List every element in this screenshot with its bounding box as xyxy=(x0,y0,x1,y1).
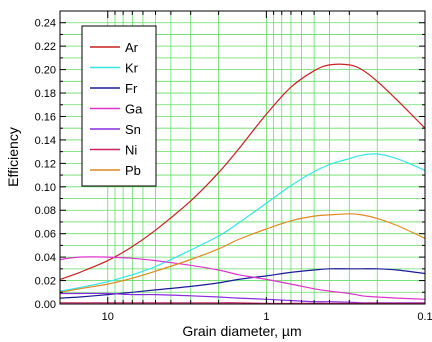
x-tick-label: 1 xyxy=(263,311,269,323)
series-line-pb xyxy=(59,213,426,293)
axis-ticks xyxy=(59,11,426,304)
plot-frame xyxy=(59,10,426,305)
legend-label-pb: Pb xyxy=(125,163,141,178)
legend-box xyxy=(81,25,157,187)
legend-label-ni: Ni xyxy=(125,143,137,158)
y-tick-label: 0.08 xyxy=(35,205,56,217)
y-tick-label: 0.06 xyxy=(35,229,56,241)
y-axis-label: Efficiency xyxy=(5,127,21,187)
y-tick-label: 0.00 xyxy=(35,299,56,311)
series-line-ga xyxy=(59,256,426,300)
x-axis-label: Grain diameter, µm xyxy=(182,323,301,339)
series-line-kr xyxy=(59,153,426,292)
x-tick-label: 10 xyxy=(102,311,114,323)
legend: Ar Kr Fr Ga Sn Ni Pb xyxy=(81,25,157,187)
y-tick-label: 0.18 xyxy=(35,88,56,100)
y-tick-label: 0.22 xyxy=(35,41,56,53)
legend-label-sn: Sn xyxy=(125,122,141,137)
y-tick-label: 0.16 xyxy=(35,111,56,123)
y-tick-label: 0.10 xyxy=(35,182,56,194)
series-line-ar xyxy=(59,63,426,280)
series-lines xyxy=(59,63,426,305)
legend-label-fr: Fr xyxy=(125,81,138,96)
legend-label-ar: Ar xyxy=(125,40,139,55)
series-line-fr xyxy=(59,268,426,299)
y-tick-label: 0.02 xyxy=(35,276,56,288)
y-tick-label: 0.12 xyxy=(35,158,56,170)
x-tick-labels: 10 1 0.1 xyxy=(102,311,432,323)
legend-label-kr: Kr xyxy=(125,61,139,76)
y-tick-label: 0.24 xyxy=(35,18,56,30)
y-tick-labels: 0.00 0.02 0.04 0.06 0.08 0.10 0.12 0.14 0.16 0.18… xyxy=(35,18,56,311)
y-tick-label: 0.14 xyxy=(35,135,56,147)
y-tick-label: 0.04 xyxy=(35,252,56,264)
y-tick-label: 0.20 xyxy=(35,65,56,77)
x-tick-label: 0.1 xyxy=(417,311,432,323)
legend-label-ga: Ga xyxy=(125,102,143,117)
